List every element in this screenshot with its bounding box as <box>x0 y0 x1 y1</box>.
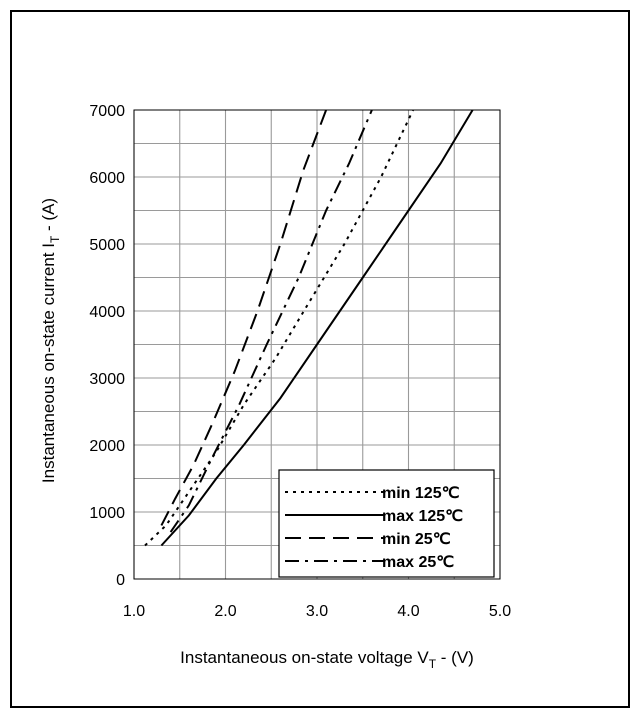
y-tick-label: 6000 <box>89 170 125 187</box>
series-line <box>160 109 328 526</box>
x-axis-label: Instantaneous on-state voltage VT - (V) <box>180 648 474 671</box>
y-tick-label: 0 <box>116 572 125 589</box>
legend-box <box>278 469 495 578</box>
plot-border <box>133 109 501 580</box>
tick-labels: 1.0 2.0 3.0 4.0 5.0 0 1000 2000 3000 4000 5000 6000… <box>89 103 511 620</box>
x-tick-label: 1.0 <box>123 603 145 620</box>
legend-label: max 125℃ <box>382 508 463 525</box>
series-line <box>144 109 415 547</box>
x-tick-label: 4.0 <box>397 603 419 620</box>
y-axis-label: Instantaneous on-state current IT - (A) <box>39 198 62 483</box>
x-tick-label: 2.0 <box>214 603 236 620</box>
chart-frame: 1.0 2.0 3.0 4.0 5.0 0 1000 2000 3000 4000 5000 6000… <box>10 10 630 708</box>
legend-label: min 25℃ <box>382 531 451 548</box>
y-tick-label: 1000 <box>89 505 125 522</box>
legend-label: min 125℃ <box>382 485 460 502</box>
y-tick-label: 3000 <box>89 371 125 388</box>
y-tick-label: 5000 <box>89 237 125 254</box>
legend: min 125℃ max 125℃ min 25℃ max 25℃ <box>278 469 495 578</box>
y-tick-label: 2000 <box>89 438 125 455</box>
chart-svg: 1.0 2.0 3.0 4.0 5.0 0 1000 2000 3000 4000 5000 6000… <box>39 103 511 671</box>
legend-label: max 25℃ <box>382 554 454 571</box>
series-lines <box>144 109 474 547</box>
series-line <box>160 109 474 547</box>
x-tick-label: 3.0 <box>306 603 328 620</box>
series-line <box>169 109 373 533</box>
x-tick-label: 5.0 <box>489 603 511 620</box>
y-tick-label: 4000 <box>89 304 125 321</box>
y-tick-label: 7000 <box>89 103 125 120</box>
